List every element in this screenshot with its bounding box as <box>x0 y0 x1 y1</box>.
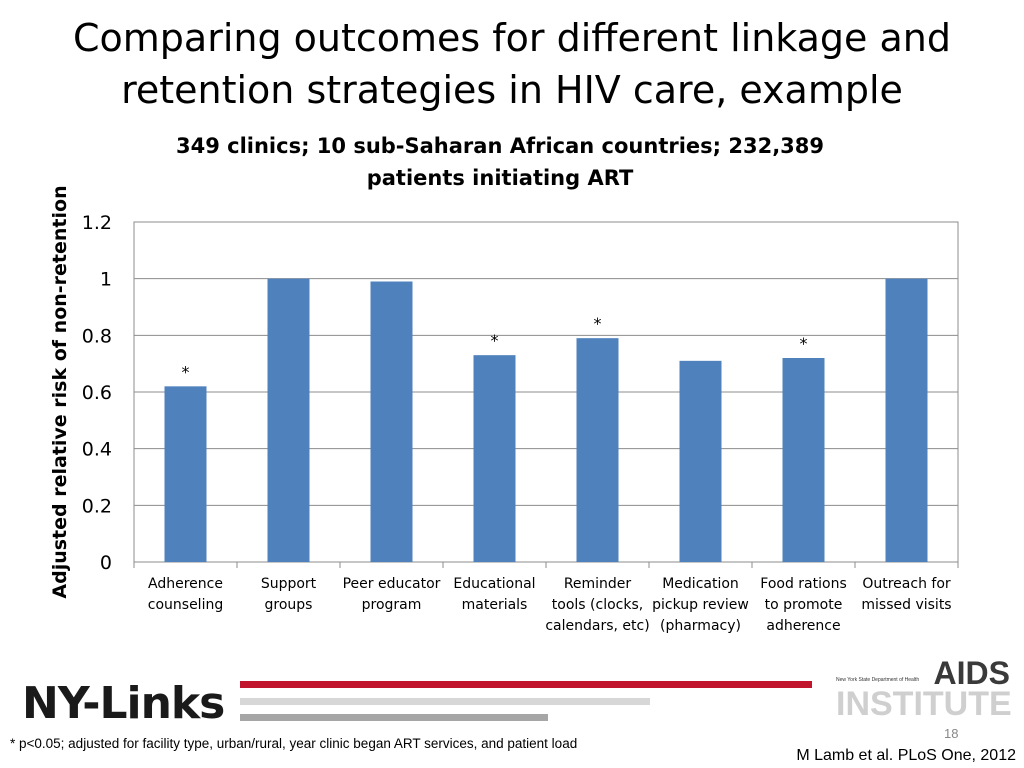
x-category-label-5: Medication pickup review (pharmacy) <box>652 576 749 634</box>
significance-marker-6: * <box>800 334 808 353</box>
page-number: 18 <box>944 726 959 741</box>
bar-2 <box>370 281 413 562</box>
y-tick-label-2: 0.4 <box>82 439 112 461</box>
y-tick-label-6: 1.2 <box>82 212 112 234</box>
y-tick-label-4: 0.8 <box>82 325 112 347</box>
decorative-light-gray-bar <box>240 698 650 705</box>
bar-4 <box>576 338 619 562</box>
bar-6 <box>782 358 825 562</box>
x-category-label-4-line-2: calendars, etc) <box>545 618 649 634</box>
x-category-label-3: Educational materials <box>453 576 535 613</box>
chart-title-line1: 349 clinics; 10 sub-Saharan African coun… <box>175 134 825 158</box>
x-category-label-1-line-1: groups <box>265 597 313 613</box>
x-category-label-1-line-0: Support <box>261 576 317 592</box>
bar-5 <box>679 360 722 562</box>
x-category-label-5-line-2: (pharmacy) <box>660 618 741 634</box>
chart-title: 349 clinics; 10 sub-Saharan African coun… <box>120 130 880 194</box>
x-category-label-0-line-0: Adherence <box>148 576 223 592</box>
bar-3 <box>473 355 516 562</box>
citation: M Lamb et al. PLoS One, 2012 <box>796 747 1016 764</box>
y-tick-label-0: 0 <box>100 552 112 574</box>
y-tick-label-3: 0.6 <box>82 382 112 404</box>
slide-title-line1: Comparing outcomes for different linkage… <box>72 16 951 60</box>
ny-links-logo-text: NY-Links <box>22 678 225 729</box>
decorative-red-bar <box>240 681 812 688</box>
x-category-label-7: Outreach for missed visits <box>861 576 951 613</box>
x-category-label-6-line-0: Food rations <box>760 576 846 592</box>
decorative-gray-bar <box>240 714 548 721</box>
x-category-label-7-line-1: missed visits <box>861 597 951 613</box>
x-category-label-6: Food rations to promote adherence <box>760 576 846 634</box>
x-category-label-0: Adherence counseling <box>148 576 223 613</box>
x-category-label-2-line-0: Peer educator <box>343 576 441 592</box>
x-category-label-4: Reminder tools (clocks, calendars, etc) <box>545 576 649 634</box>
significance-marker-0: * <box>182 362 190 381</box>
slide-title: Comparing outcomes for different linkage… <box>40 12 984 116</box>
x-category-label-2: Peer educator program <box>343 576 441 613</box>
ny-links-logo: NY-Links <box>22 678 225 734</box>
chart-title-line2: patients initiating ART <box>366 166 634 190</box>
bar-7 <box>885 278 928 562</box>
bar-0 <box>164 386 207 562</box>
footnote: * p<0.05; adjusted for facility type, ur… <box>10 736 578 751</box>
x-category-label-2-line-1: program <box>362 597 422 613</box>
significance-marker-4: * <box>594 314 602 333</box>
y-tick-label-1: 0.2 <box>82 495 112 517</box>
x-category-label-5-line-0: Medication <box>662 576 739 592</box>
slide-title-line2: retention strategies in HIV care, exampl… <box>121 68 903 112</box>
x-category-label-3-line-0: Educational <box>453 576 535 592</box>
y-tick-label-5: 1 <box>100 269 112 291</box>
x-category-label-3-line-1: materials <box>462 597 528 613</box>
x-category-label-6-line-1: to promote <box>765 597 843 613</box>
x-category-label-6-line-2: adherence <box>766 618 840 634</box>
y-axis-label: Adjusted relative risk of non-retention <box>49 185 71 598</box>
x-category-label-4-line-1: tools (clocks, <box>552 597 643 613</box>
bar-chart: Adjusted relative risk of non-retention … <box>49 185 959 634</box>
aids-institute-logo: AIDS New York State Department of Health… <box>836 655 1014 735</box>
x-category-label-0-line-1: counseling <box>148 597 223 613</box>
x-category-label-7-line-0: Outreach for <box>862 576 951 592</box>
x-category-label-4-line-0: Reminder <box>564 576 632 592</box>
bar-1 <box>267 278 310 562</box>
x-category-label-5-line-1: pickup review <box>652 597 749 613</box>
significance-marker-3: * <box>491 331 499 350</box>
aids-institute-logo-bottom: INSTITUTE <box>836 685 1012 723</box>
x-category-label-1: Support groups <box>261 576 317 613</box>
aids-institute-logo-dept: New York State Department of Health <box>836 677 920 683</box>
aids-institute-logo-top: AIDS <box>933 655 1010 691</box>
